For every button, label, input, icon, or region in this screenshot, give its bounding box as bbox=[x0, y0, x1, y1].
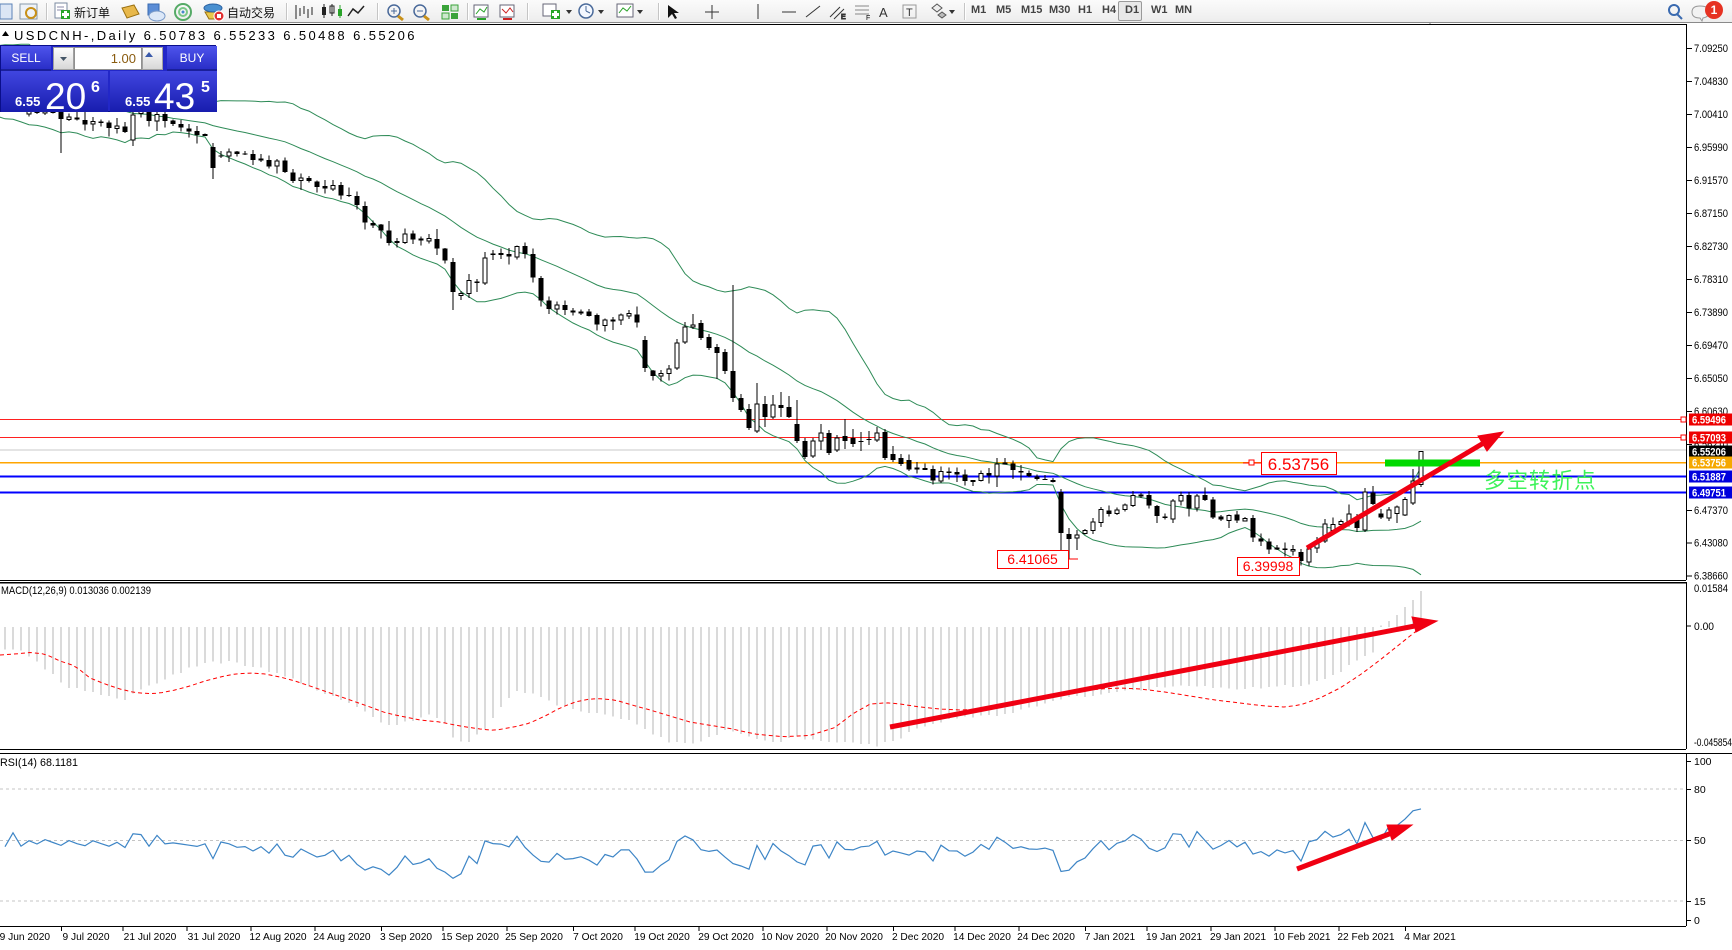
svg-text:100: 100 bbox=[1694, 756, 1712, 768]
svg-text:25 Sep 2020: 25 Sep 2020 bbox=[505, 932, 563, 943]
svg-text:19 Jan 2021: 19 Jan 2021 bbox=[1146, 932, 1202, 943]
svg-text:15 Sep 2020: 15 Sep 2020 bbox=[441, 932, 499, 943]
svg-text:0: 0 bbox=[1694, 915, 1700, 927]
svg-text:6.78310: 6.78310 bbox=[1694, 274, 1728, 286]
svg-text:T: T bbox=[906, 7, 913, 19]
svg-text:19 Oct 2020: 19 Oct 2020 bbox=[634, 932, 690, 943]
svg-text:6.49751: 6.49751 bbox=[1692, 487, 1726, 499]
svg-text:6.53756: 6.53756 bbox=[1692, 458, 1726, 470]
svg-text:12 Aug 2020: 12 Aug 2020 bbox=[249, 932, 307, 943]
svg-text:7 Jan 2021: 7 Jan 2021 bbox=[1085, 932, 1136, 943]
svg-text:6.43080: 6.43080 bbox=[1694, 537, 1728, 549]
svg-text:29 Jan 2021: 29 Jan 2021 bbox=[1210, 932, 1266, 943]
svg-text:6.65050: 6.65050 bbox=[1694, 373, 1728, 385]
svg-text:F: F bbox=[866, 15, 870, 22]
svg-text:6.41065: 6.41065 bbox=[1007, 551, 1058, 567]
svg-text:6.38660: 6.38660 bbox=[1694, 570, 1728, 582]
svg-text:31 Jul 2020: 31 Jul 2020 bbox=[188, 932, 241, 943]
svg-text:6.82730: 6.82730 bbox=[1694, 241, 1728, 253]
svg-text:6.73890: 6.73890 bbox=[1694, 307, 1728, 319]
svg-text:4 Mar 2021: 4 Mar 2021 bbox=[1404, 932, 1456, 943]
svg-text:2 Dec 2020: 2 Dec 2020 bbox=[892, 932, 944, 943]
svg-text:22 Feb 2021: 22 Feb 2021 bbox=[1337, 932, 1395, 943]
svg-text:7.00410: 7.00410 bbox=[1694, 109, 1728, 121]
svg-text:6.69470: 6.69470 bbox=[1694, 340, 1728, 352]
svg-text:9 Jul 2020: 9 Jul 2020 bbox=[62, 932, 109, 943]
svg-text:6.51887: 6.51887 bbox=[1692, 472, 1726, 484]
svg-text:6.57093: 6.57093 bbox=[1692, 433, 1726, 445]
svg-text:-0.045854: -0.045854 bbox=[1694, 737, 1732, 749]
svg-text:6.47370: 6.47370 bbox=[1694, 505, 1728, 517]
svg-text:RSI(14) 68.1181: RSI(14) 68.1181 bbox=[0, 757, 78, 769]
svg-text:24 Dec 2020: 24 Dec 2020 bbox=[1017, 932, 1075, 943]
svg-text:6.91570: 6.91570 bbox=[1694, 175, 1728, 187]
svg-text:6.95990: 6.95990 bbox=[1694, 142, 1728, 154]
svg-text:20 Nov 2020: 20 Nov 2020 bbox=[825, 932, 883, 943]
svg-text:7.04830: 7.04830 bbox=[1694, 76, 1728, 88]
svg-text:6.55206: 6.55206 bbox=[1692, 447, 1726, 459]
svg-text:21 Jul 2020: 21 Jul 2020 bbox=[124, 932, 177, 943]
svg-text:10 Feb 2021: 10 Feb 2021 bbox=[1273, 932, 1331, 943]
svg-text:80: 80 bbox=[1694, 784, 1706, 796]
svg-text:6.39998: 6.39998 bbox=[1243, 558, 1294, 574]
svg-text:6.53756: 6.53756 bbox=[1268, 455, 1329, 474]
svg-text:24 Aug 2020: 24 Aug 2020 bbox=[313, 932, 371, 943]
svg-text:6.87150: 6.87150 bbox=[1694, 208, 1728, 220]
svg-text:0.00: 0.00 bbox=[1694, 621, 1714, 633]
svg-text:0.01584: 0.01584 bbox=[1694, 583, 1728, 595]
svg-text:E: E bbox=[841, 14, 846, 21]
svg-text:7.09250: 7.09250 bbox=[1694, 43, 1728, 55]
svg-text:A: A bbox=[879, 5, 888, 20]
svg-text:50: 50 bbox=[1694, 835, 1706, 847]
svg-text:MACD(12,26,9) 0.013036 0.00213: MACD(12,26,9) 0.013036 0.002139 bbox=[1, 585, 151, 597]
svg-text:1: 1 bbox=[1711, 3, 1718, 17]
svg-text:多空转折点: 多空转折点 bbox=[1484, 469, 1597, 493]
svg-text:29 Oct 2020: 29 Oct 2020 bbox=[698, 932, 754, 943]
svg-text:14 Dec 2020: 14 Dec 2020 bbox=[953, 932, 1011, 943]
svg-text:15: 15 bbox=[1694, 896, 1706, 908]
svg-text:7 Oct 2020: 7 Oct 2020 bbox=[573, 932, 623, 943]
svg-text:29 Jun 2020: 29 Jun 2020 bbox=[0, 932, 50, 943]
svg-text:6.59496: 6.59496 bbox=[1692, 415, 1726, 427]
svg-text:3 Sep 2020: 3 Sep 2020 bbox=[380, 932, 432, 943]
svg-text:10 Nov 2020: 10 Nov 2020 bbox=[761, 932, 819, 943]
svg-text:USDCNH-,Daily 6.50783 6.55233: USDCNH-,Daily 6.50783 6.55233 6.50488 6.… bbox=[14, 28, 417, 43]
